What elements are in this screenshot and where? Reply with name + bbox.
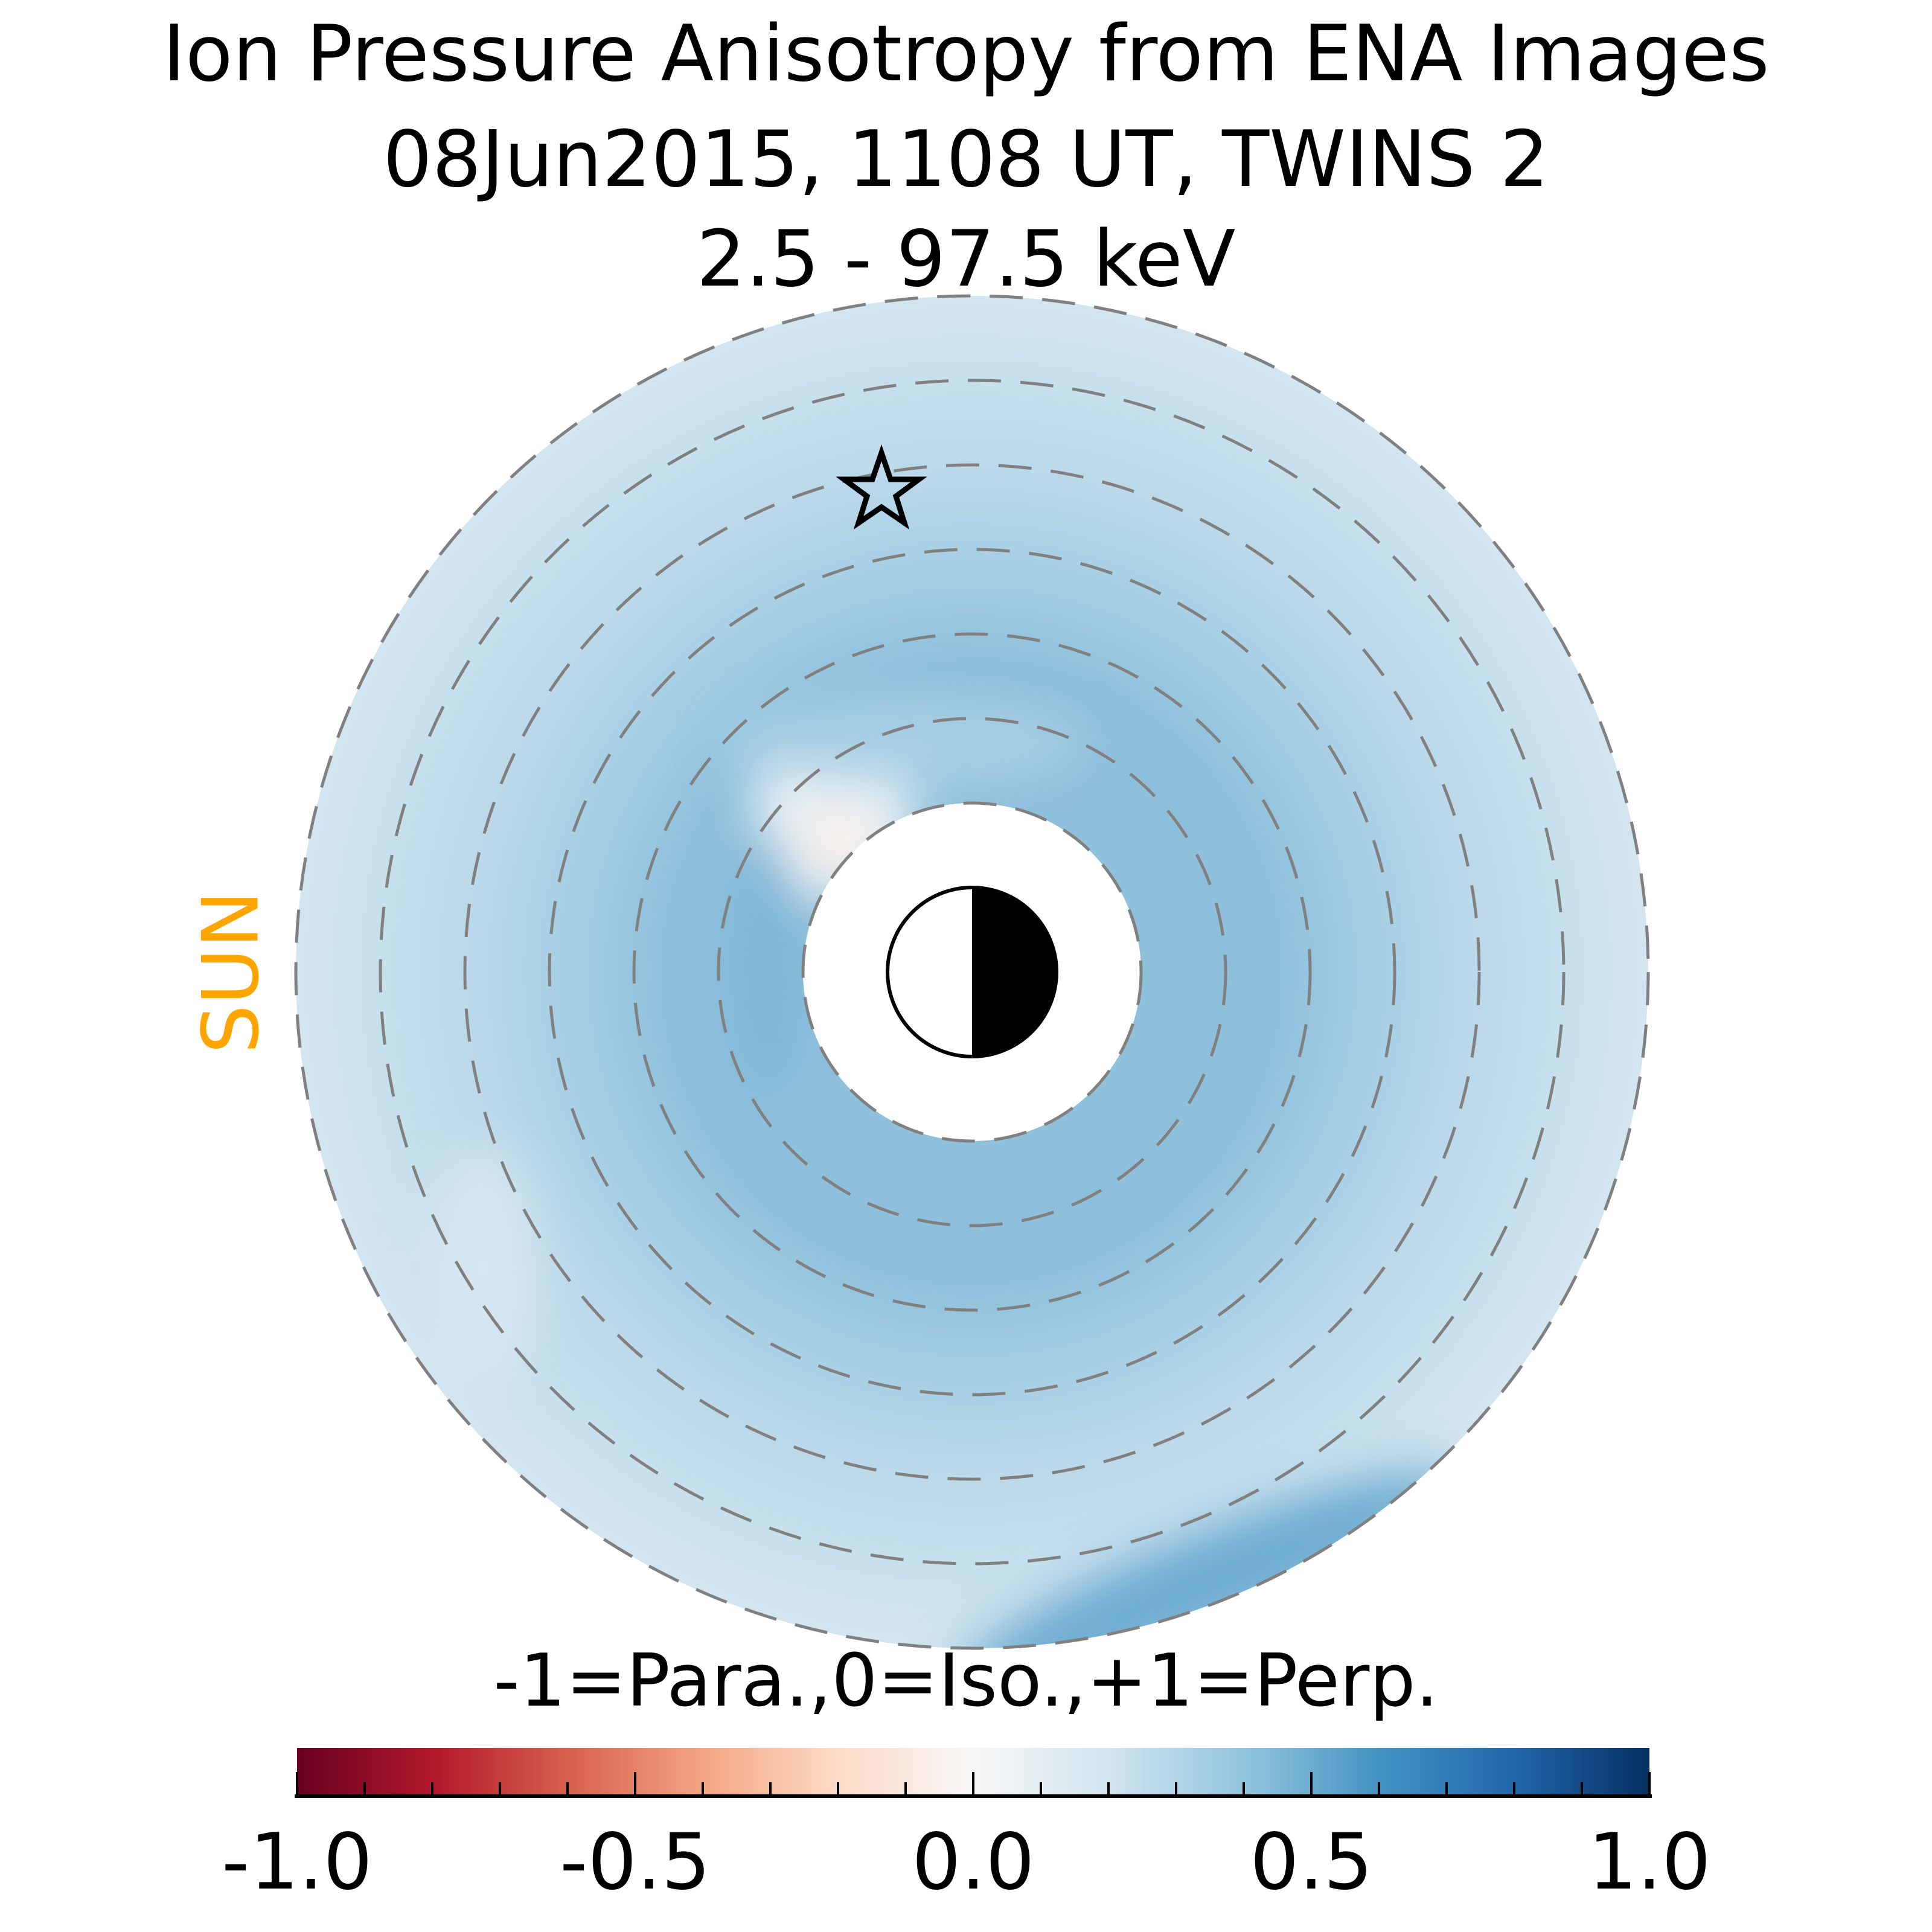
dashed-ring — [717, 717, 1227, 1227]
colorbar-tick-label: 0.0 — [912, 1817, 1035, 1907]
earth-icon — [886, 886, 1058, 1058]
title-line-3: 2.5 - 97.5 keV — [696, 214, 1236, 304]
dashed-ring — [379, 379, 1566, 1566]
title-line-2: 08Jun2015, 1108 UT, TWINS 2 — [383, 115, 1549, 205]
colorbar-tick-label: -1.0 — [222, 1817, 373, 1907]
colorbar-tick-label: 0.5 — [1250, 1817, 1373, 1907]
dashed-ring — [463, 463, 1481, 1481]
dashed-range-rings — [294, 294, 1650, 1650]
dashed-ring — [294, 294, 1650, 1650]
dashed-ring — [548, 548, 1396, 1396]
dashed-ring — [632, 632, 1312, 1312]
title-line-1: Ion Pressure Anisotropy from ENA Images — [162, 9, 1770, 99]
dashed-ring — [801, 801, 1143, 1143]
colorbar-tick-label: 1.0 — [1588, 1817, 1711, 1907]
colorbar-tick-label: -0.5 — [560, 1817, 711, 1907]
colorbar-label: -1=Para.,0=Iso.,+1=Perp. — [493, 1639, 1439, 1723]
sun-direction-label: SUN — [186, 890, 277, 1054]
star-marker-icon — [836, 444, 927, 530]
